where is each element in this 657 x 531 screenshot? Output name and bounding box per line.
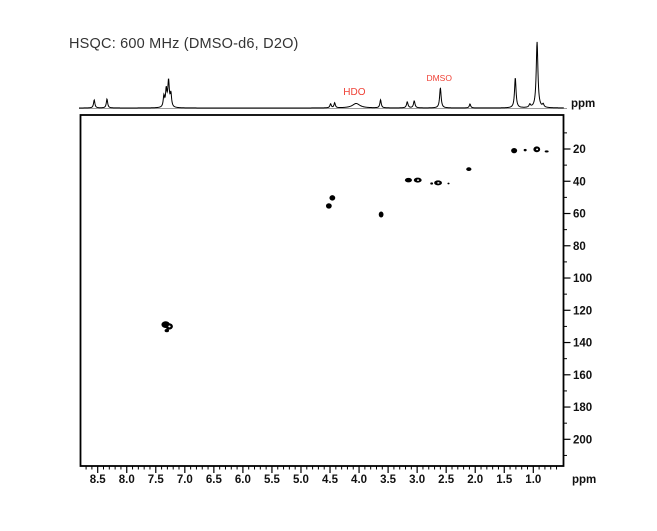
x-tick-label: 4.5: [322, 474, 339, 486]
cross-peak-hollow-center: [536, 148, 539, 151]
solvent-label-hdo: HDO: [343, 87, 365, 98]
x-tick-label: 7.0: [177, 474, 193, 486]
y-tick-label: 100: [573, 273, 592, 285]
y-tick-label: 40: [573, 176, 586, 188]
cross-peak: [164, 329, 170, 333]
x-tick-label: 5.5: [264, 474, 281, 486]
x-tick-label: 8.0: [119, 474, 135, 486]
x-tick-label: 2.5: [438, 474, 455, 486]
x-tick-label: 6.5: [206, 474, 223, 486]
y-tick-label: 160: [573, 370, 592, 382]
x-axis-unit-label: ppm: [572, 474, 596, 486]
y-tick-label: 200: [573, 434, 592, 446]
cross-peak: [466, 167, 472, 172]
figure-title: HSQC: 600 MHz (DMSO-d6, D2O): [69, 36, 299, 52]
cross-peak: [544, 150, 549, 153]
cross-peak: [447, 182, 450, 185]
solvent-label-dmso: DMSO: [426, 73, 452, 83]
x-tick-label: 3.5: [380, 474, 397, 486]
proton-trace: [79, 41, 564, 109]
y-tick-label: 20: [573, 144, 586, 156]
x-tick-label: 4.0: [351, 474, 367, 486]
cross-peak: [523, 148, 527, 152]
x-tick-label: 1.5: [496, 474, 513, 486]
y-tick-label: 80: [573, 241, 586, 253]
plot-box: [79, 114, 565, 467]
cross-peak: [325, 203, 332, 209]
x-tick-label: 1.0: [525, 474, 541, 486]
x-tick-label: 5.0: [293, 474, 309, 486]
x-tick-label: 2.0: [467, 474, 483, 486]
x-tick-label: 3.0: [409, 474, 425, 486]
x-tick-label: 8.5: [90, 474, 107, 486]
y-axis-unit-label: ppm: [571, 98, 595, 110]
cross-peak-hollow-center: [416, 179, 420, 181]
cross-peak: [511, 148, 518, 154]
cross-peak-hollow-center: [168, 325, 171, 328]
x-tick-label: 6.0: [235, 474, 251, 486]
y-tick-label: 60: [573, 209, 586, 221]
y-tick-label: 180: [573, 402, 592, 414]
cross-peak: [430, 182, 434, 185]
x-tick-label: 7.5: [148, 474, 165, 486]
cross-peak: [378, 211, 384, 218]
cross-peak-hollow-center: [437, 182, 440, 184]
y-tick-label: 140: [573, 338, 592, 350]
cross-peak: [329, 195, 336, 201]
y-tick-label: 120: [573, 305, 592, 317]
cross-peak: [404, 177, 412, 183]
